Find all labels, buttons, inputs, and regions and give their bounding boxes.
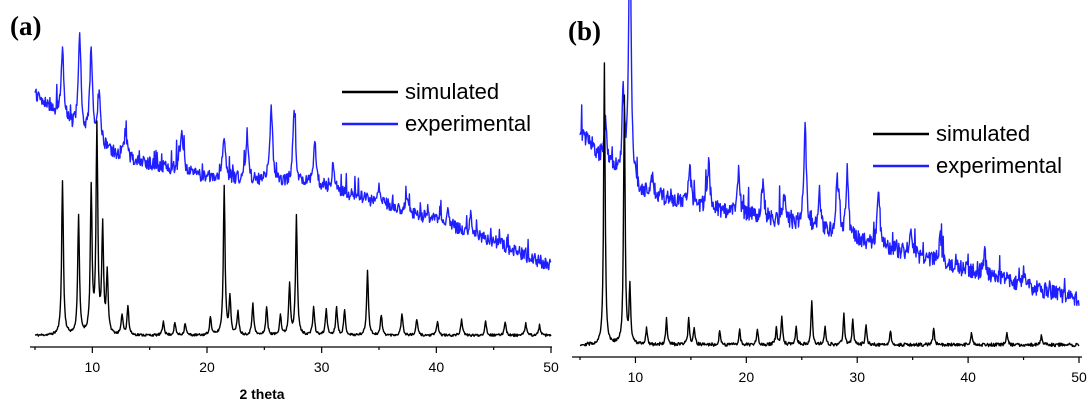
panel-b-x-ticks: 10 20 30 40 50	[579, 357, 1087, 385]
panel-a-x-ticks: 10 20 30 40 50	[34, 347, 559, 375]
panel-a-legend: simulated experimental	[342, 79, 531, 136]
panel-a-label: (a)	[10, 11, 41, 41]
panel-a-x-axis-title: 2 theta	[239, 386, 284, 402]
panel-a-series-simulated	[34, 120, 552, 338]
panel-a-x-tick-label-10: 10	[85, 359, 101, 375]
panel-b-x-tick-label-40: 40	[960, 369, 976, 385]
panel-b-label: (b)	[568, 16, 601, 46]
panel-a-legend-label-simulated: simulated	[405, 79, 499, 104]
panel-a-x-tick-label-40: 40	[429, 359, 445, 375]
panel-b-legend-label-simulated: simulated	[936, 121, 1030, 146]
panel-b-legend: simulated experimental	[873, 121, 1062, 178]
panel-a-x-tick-label-30: 30	[314, 359, 330, 375]
panel-b-x-tick-label-50: 50	[1071, 369, 1087, 385]
panel-a-series-experimental	[34, 32, 552, 271]
panel-a-x-tick-label-20: 20	[199, 359, 215, 375]
panel-a-legend-label-experimental: experimental	[405, 111, 531, 136]
panel-b-legend-label-experimental: experimental	[936, 153, 1062, 178]
panel-b-x-tick-label-20: 20	[739, 369, 755, 385]
panel-b-x-tick-label-10: 10	[628, 369, 644, 385]
panel-b-x-tick-label-30: 30	[849, 369, 865, 385]
panel-a-chart: (a) 10 20 30 40 50 2 theta simulated experim…	[10, 11, 559, 402]
panel-b-series-simulated	[579, 62, 1080, 348]
panel-b-series-experimental	[579, 0, 1080, 307]
panel-a-plot-area	[34, 32, 552, 338]
panel-b-chart: (b) 10 20 30 40 50 simulated experimental	[568, 0, 1087, 385]
panel-b-plot-area	[579, 0, 1080, 348]
panel-a-x-tick-label-50: 50	[543, 359, 559, 375]
